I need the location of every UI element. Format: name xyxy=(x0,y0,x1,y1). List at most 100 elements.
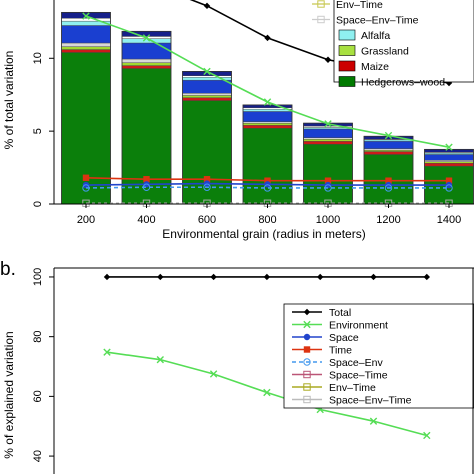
panel-b-legend-label: Space–Env xyxy=(329,357,383,369)
panel-a-xtick-label: 200 xyxy=(77,214,95,226)
panel-a-series-point xyxy=(82,12,90,20)
panel-b-legend-box xyxy=(283,303,474,409)
panel-a-series-point xyxy=(445,143,453,151)
panel-a-legend-swatch xyxy=(338,45,356,56)
panel-a-series-point xyxy=(263,98,272,106)
panel-a-legend-swatch xyxy=(338,29,356,41)
panel-a-bar-segment xyxy=(303,141,353,145)
panel-a-bar-segment xyxy=(242,109,293,112)
panel-a-ylabel: % of total variation xyxy=(2,51,16,150)
panel-a-series-point xyxy=(445,79,453,87)
panel-a-bar-segment xyxy=(303,128,353,138)
panel-a-bar-segment xyxy=(363,141,414,149)
panel-a-bar-segment xyxy=(242,128,293,205)
panel-b-legend-label: Total xyxy=(329,307,351,319)
panel-a-legend-label: Env–Time xyxy=(336,0,383,11)
panel-b-series-point xyxy=(369,417,378,425)
panel-b-chart: TotalEnvironmentSpaceTimeSpace–EnvSpace–… xyxy=(2,267,474,474)
panel-a-bar-segment xyxy=(424,154,474,161)
panel-b-series-point xyxy=(210,273,217,281)
panel-b-ytick-label: 40 xyxy=(32,450,44,462)
panel-a-series-point xyxy=(142,34,151,42)
panel-a-series-point xyxy=(324,120,332,128)
panel-a-bar-segment xyxy=(424,160,474,162)
panel-a-bar-segment xyxy=(182,97,232,101)
panel-a-bar-segment xyxy=(182,100,232,205)
panel-b-legend-label: Time xyxy=(329,345,352,357)
panel-a-bar-segment xyxy=(182,75,232,78)
panel-a-bar-segment xyxy=(242,111,293,122)
panel-a-lines xyxy=(82,0,453,207)
panel-b-legend: TotalEnvironmentSpaceTimeSpace–EnvSpace–… xyxy=(283,303,474,409)
panel-a-ytick-label: 0 xyxy=(32,201,44,207)
panel-a-xtick-label: 1000 xyxy=(316,214,340,226)
panel-a-xtick-label: 400 xyxy=(137,214,155,226)
panel-a-xlabel: Environmental grain (radius in meters) xyxy=(162,227,365,241)
panel-b-series-point xyxy=(103,348,111,356)
panel-a-bar-segment xyxy=(363,139,414,142)
panel-a-series-point xyxy=(384,131,393,140)
panel-a-legend-swatch xyxy=(338,60,356,72)
panel-b-series-point xyxy=(103,273,111,281)
panel-a-series-point xyxy=(324,56,332,63)
panel-b-legend-marker xyxy=(303,333,311,341)
panel-a-legend-swatch xyxy=(338,76,356,87)
panel-b-series-point xyxy=(370,273,377,281)
panel-b-ytick-label: 80 xyxy=(32,331,44,343)
panel-b-series-point xyxy=(209,370,218,378)
panel-b-legend-label: Env–Time xyxy=(329,382,376,394)
panel-a-legend-marker xyxy=(317,15,325,24)
panel-b-ytick-label: 60 xyxy=(32,390,44,402)
panel-a-series-point xyxy=(384,184,393,192)
panel-a-bar-segment xyxy=(363,148,414,151)
panel-a-series-point xyxy=(203,183,211,191)
panel-a-xtick-label: 1200 xyxy=(376,214,400,226)
panel-a-series-point xyxy=(385,177,392,184)
panel-a-xtick-label: 600 xyxy=(198,214,216,226)
panel-a-bar-segment xyxy=(424,161,474,164)
panel-b-legend-label: Environment xyxy=(329,320,388,332)
panel-a-series-point xyxy=(324,177,332,184)
panel-a-bar-segment xyxy=(121,38,172,44)
panel-a-bar-segment xyxy=(61,42,111,47)
panel-a-series-point xyxy=(445,177,453,184)
panel-b-legend-marker xyxy=(303,383,311,391)
panel-a-ytick-label: 5 xyxy=(32,128,44,134)
panel-a-bar-segment xyxy=(61,25,111,44)
panel-a-series-line xyxy=(85,186,449,189)
panel-a-bar-segment xyxy=(121,42,172,60)
panel-b-lines xyxy=(103,273,431,440)
panel-a-series-point xyxy=(263,184,272,192)
panel-a-bar-segment xyxy=(121,58,172,63)
panel-label-b: b. xyxy=(0,259,16,280)
panel-a-series-point xyxy=(82,184,90,192)
panel-b-series-point xyxy=(263,273,271,281)
panel-b-series-point xyxy=(157,273,164,281)
panel-a-bar-segment xyxy=(424,162,474,167)
panel-a-series-point xyxy=(324,184,332,192)
panel-a-series-point xyxy=(82,174,90,181)
panel-b-legend-marker xyxy=(303,395,311,404)
panel-a-legend-label: Space–Env–Time xyxy=(336,15,419,27)
panel-b-series-point xyxy=(423,273,430,281)
panel-a-bar-segment xyxy=(424,152,474,155)
panel-a-bar-segment xyxy=(182,79,232,94)
panel-a-legend: Env–Time Space–Env–Time Alfalfa Grassland Ma… xyxy=(312,0,474,89)
panel-a-bar-segment xyxy=(182,93,232,96)
panel-a-series-point xyxy=(264,177,271,184)
panel-a-plot-frame xyxy=(53,0,474,205)
panel-a-xtick-label: 800 xyxy=(258,214,276,226)
panel-b-series-point xyxy=(423,431,431,440)
panel-b-legend-marker xyxy=(303,358,311,366)
panel-b-legend-label: Space–Env–Time xyxy=(329,395,412,407)
panel-a-bar-segment xyxy=(121,65,172,69)
panel-a-bar-segment xyxy=(363,151,414,155)
panel-a-series-point xyxy=(203,67,211,76)
panel-a-legend-marker xyxy=(317,0,325,8)
panel-a-bar-segment xyxy=(363,149,414,152)
panel-a-series-point xyxy=(264,34,271,42)
panel-a-series-point xyxy=(445,184,453,192)
panel-a-legend-label: Grassland xyxy=(361,46,409,58)
panel-a-bar-segment xyxy=(303,137,353,140)
